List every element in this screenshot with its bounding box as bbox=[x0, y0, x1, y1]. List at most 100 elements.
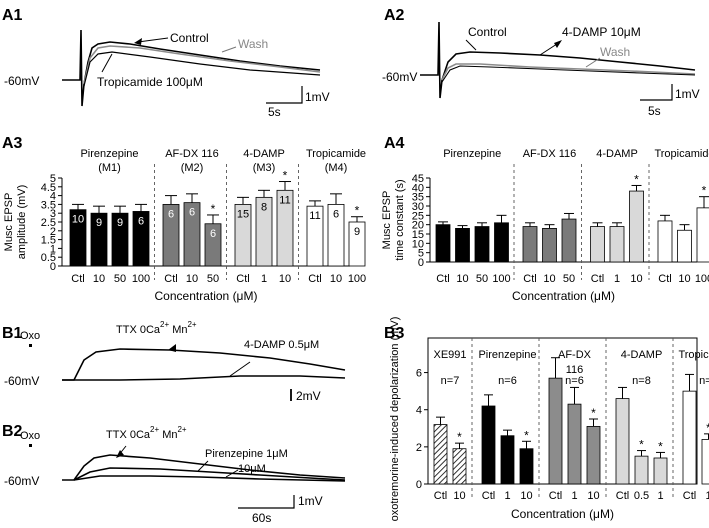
significance-star: * bbox=[702, 184, 707, 198]
b2-cond-label: TTX 0Ca2+ Mn2+ bbox=[106, 425, 187, 441]
a1-wash-label: Wash bbox=[238, 37, 268, 51]
bar bbox=[433, 424, 448, 485]
y-tick-label: 15 bbox=[412, 229, 424, 241]
group-label: XE991 bbox=[433, 349, 466, 361]
category-label: 50 bbox=[563, 273, 575, 285]
bar bbox=[561, 218, 577, 263]
b2-scale-bar bbox=[238, 495, 295, 509]
bar bbox=[701, 439, 709, 485]
y-tick-label: 5 bbox=[50, 173, 56, 185]
y-tick-label: 6 bbox=[416, 368, 422, 380]
a1-baseline-label: -60mV bbox=[4, 74, 39, 88]
bar bbox=[548, 377, 563, 485]
y-tick-label: 10 bbox=[412, 238, 424, 250]
a1-wash-trace bbox=[83, 45, 321, 85]
y-axis-label: Musc EPSPtime constant (s) bbox=[381, 179, 406, 260]
a1-drug-label: Tropicamide 100μM bbox=[97, 75, 203, 89]
a1-wash-pointer bbox=[221, 46, 237, 53]
category-label: 1 bbox=[571, 490, 577, 502]
category-label: 10 bbox=[456, 273, 468, 285]
trace-panel-b1: Oxo -60mV TTX 0Ca2+ Mn2+ 4-DAMP 0.5μM 2m… bbox=[4, 320, 346, 403]
group-sublabel: (M2) bbox=[181, 162, 204, 174]
b2-drug2-trace bbox=[73, 475, 346, 482]
a1-control-trace bbox=[62, 29, 321, 107]
group-label: AF-DX bbox=[558, 349, 592, 361]
b1-cond-arrowhead bbox=[168, 344, 176, 352]
bar bbox=[629, 190, 644, 263]
a2-wash-trace bbox=[441, 63, 696, 81]
bar-n-label: 6 bbox=[333, 208, 339, 220]
b1-drug-label: 4-DAMP 0.5μM bbox=[244, 339, 319, 351]
a1-control-arrowhead bbox=[134, 38, 142, 45]
bar-n-label: 6 bbox=[138, 215, 144, 227]
group-n-count: n=8 bbox=[632, 375, 651, 387]
bar bbox=[586, 426, 601, 485]
category-label: Ctl bbox=[523, 273, 536, 285]
significance-star: * bbox=[524, 428, 529, 442]
category-label: Ctl bbox=[683, 490, 696, 502]
a1-scale-bar bbox=[266, 86, 303, 104]
category-label: Ctl bbox=[434, 490, 447, 502]
category-label: 1 bbox=[261, 273, 267, 285]
a2-baseline-label: -60mV bbox=[382, 70, 417, 84]
bar-n-label: 6 bbox=[189, 207, 195, 219]
y-tick-label: 0.5 bbox=[41, 252, 56, 264]
trace-panel-a2: -60mV Control 4-DAMP 10μM Wash 5s 1mV bbox=[382, 21, 700, 118]
panel-label-a2: A2 bbox=[384, 7, 405, 24]
y-axis-label: Musc EPSPamplitude (mV) bbox=[3, 185, 28, 260]
y-tick-label: 4 bbox=[50, 191, 56, 203]
bar bbox=[481, 405, 496, 485]
a2-control-pointer bbox=[465, 39, 477, 51]
significance-star: * bbox=[283, 169, 288, 183]
bar bbox=[452, 448, 467, 485]
b1-baseline-label: -60mV bbox=[4, 374, 39, 388]
bar bbox=[609, 226, 625, 263]
bar bbox=[435, 224, 451, 263]
panel-label-b2: B2 bbox=[2, 423, 23, 440]
category-label: Ctl bbox=[436, 273, 449, 285]
y-tick-label: 35 bbox=[412, 192, 424, 204]
category-label: Ctl bbox=[308, 273, 321, 285]
b2-drug2-pointer bbox=[225, 469, 239, 478]
panel-label-b1: B1 bbox=[2, 325, 23, 342]
significance-star: * bbox=[706, 421, 709, 435]
group-label: Tropicamide bbox=[678, 349, 709, 361]
b2-scale-amp: 1mV bbox=[298, 494, 323, 508]
y-tick-label: 4.5 bbox=[41, 182, 56, 194]
category-label: Ctl bbox=[71, 273, 84, 285]
a1-control-pointer bbox=[137, 37, 169, 43]
category-label: Ctl bbox=[164, 273, 177, 285]
y-tick-label: 3 bbox=[50, 208, 56, 220]
group-sublabel: (M3) bbox=[253, 162, 276, 174]
category-label: 100 bbox=[492, 273, 510, 285]
b1-control-trace bbox=[62, 348, 346, 381]
x-axis-label: Concentration (μM) bbox=[512, 289, 615, 303]
b2-scale-time: 60s bbox=[252, 511, 271, 525]
a2-control-label: Control bbox=[468, 25, 507, 39]
y-tick-label: 2 bbox=[50, 226, 56, 238]
category-label: 1 bbox=[504, 490, 510, 502]
b2-stim-label: Oxo bbox=[20, 430, 40, 442]
a1-drug-trace bbox=[83, 51, 321, 87]
group-n-count: n=7 bbox=[441, 375, 460, 387]
category-label: 50 bbox=[476, 273, 488, 285]
group-label: Tropicamide bbox=[654, 148, 709, 160]
bar-n-label: 8 bbox=[261, 201, 267, 213]
y-tick-label: 0 bbox=[416, 479, 422, 491]
b2-drug2-label: 10μM bbox=[238, 463, 266, 475]
y-tick-label: 30 bbox=[412, 201, 424, 213]
b2-baseline-label: -60mV bbox=[4, 474, 39, 488]
b1-drug-trace bbox=[62, 375, 346, 381]
significance-star: * bbox=[639, 438, 644, 452]
significance-star: * bbox=[211, 202, 216, 216]
panel-label-a1: A1 bbox=[2, 7, 23, 24]
y-tick-label: 45 bbox=[412, 173, 424, 185]
y-tick-label: 3.5 bbox=[41, 199, 56, 211]
bar bbox=[500, 435, 515, 485]
significance-star: * bbox=[591, 406, 596, 420]
group-label: 4-DAMP bbox=[621, 349, 663, 361]
a2-scale-time: 5s bbox=[648, 104, 661, 118]
group-n-count: n=6 bbox=[498, 375, 517, 387]
